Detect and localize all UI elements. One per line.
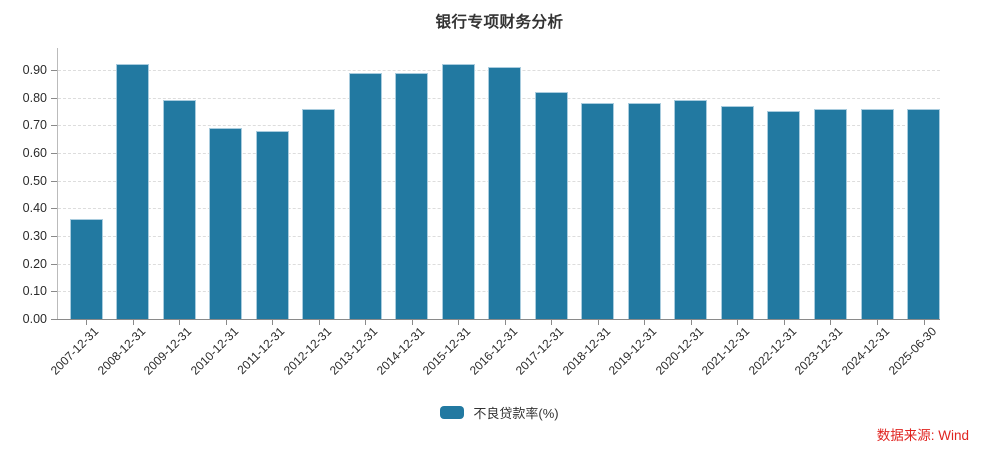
legend: 不良贷款率(%)	[0, 403, 999, 422]
y-axis-tick-label: 0.70	[22, 118, 47, 132]
x-axis-tick	[551, 320, 552, 325]
x-axis-tick	[412, 320, 413, 325]
x-axis-tick	[691, 320, 692, 325]
legend-swatch-icon	[440, 406, 465, 419]
x-axis-tick	[319, 320, 320, 325]
legend-label: 不良贷款率(%)	[473, 406, 559, 421]
y-axis-tick	[51, 291, 57, 292]
y-axis-tick-label: 0.20	[22, 257, 47, 271]
x-axis-tick	[924, 320, 925, 325]
x-axis-tick-label: 2009-12-31	[140, 324, 195, 378]
x-axis-tick	[226, 320, 227, 325]
y-axis-tick	[51, 125, 57, 126]
y-axis-tick-label: 0.90	[22, 63, 47, 77]
x-axis-tick-label: 2010-12-31	[187, 324, 242, 378]
bar-2017-12-31[interactable]	[535, 92, 568, 319]
bar-2014-12-31[interactable]	[395, 73, 428, 319]
x-axis-tick-label: 2012-12-31	[280, 324, 335, 378]
x-axis-tick	[598, 320, 599, 325]
y-axis-tick-label: 0.10	[22, 284, 47, 298]
x-axis-tick-label: 2020-12-31	[652, 324, 707, 378]
y-axis-tick	[51, 319, 57, 320]
bar-2011-12-31[interactable]	[256, 131, 289, 319]
y-axis-tick	[51, 264, 57, 265]
bar-2025-06-30[interactable]	[907, 109, 940, 319]
bar-2010-12-31[interactable]	[209, 128, 242, 319]
x-axis-tick	[830, 320, 831, 325]
chart-title: 银行专项财务分析	[435, 14, 564, 31]
bar-2023-12-31[interactable]	[814, 109, 847, 319]
x-axis-tick-label: 2019-12-31	[605, 324, 660, 378]
x-axis-tick-label: 2025-06-30	[885, 324, 940, 378]
y-axis-tick	[51, 98, 57, 99]
x-axis-tick-label: 2015-12-31	[419, 324, 474, 378]
x-axis-tick-label: 2018-12-31	[559, 324, 614, 378]
x-axis-tick	[133, 320, 134, 325]
x-axis-tick-label: 2022-12-31	[745, 324, 800, 378]
x-axis-tick	[272, 320, 273, 325]
x-axis-tick	[505, 320, 506, 325]
y-axis-tick-label: 0.00	[22, 312, 47, 326]
y-axis-tick	[51, 153, 57, 154]
y-axis-line	[57, 48, 58, 319]
y-axis-tick	[51, 70, 57, 71]
y-axis-tick-label: 0.50	[22, 174, 47, 188]
x-axis-tick-label: 2017-12-31	[512, 324, 567, 378]
bar-2009-12-31[interactable]	[163, 100, 196, 319]
y-axis-tick	[51, 181, 57, 182]
y-axis-tick-label: 0.80	[22, 91, 47, 105]
x-axis-tick-label: 2013-12-31	[326, 324, 381, 378]
y-axis-tick	[51, 236, 57, 237]
x-axis-tick	[877, 320, 878, 325]
x-axis-tick	[784, 320, 785, 325]
x-axis-tick	[644, 320, 645, 325]
x-axis-tick-label: 2016-12-31	[466, 324, 521, 378]
x-axis-tick-label: 2021-12-31	[698, 324, 753, 378]
x-axis-tick	[365, 320, 366, 325]
x-axis-tick	[737, 320, 738, 325]
y-axis-tick	[51, 208, 57, 209]
x-axis-tick-label: 2023-12-31	[791, 324, 846, 378]
x-axis-tick-label: 2024-12-31	[838, 324, 893, 378]
x-axis-tick-label: 2011-12-31	[234, 324, 288, 377]
x-axis-tick-label: 2007-12-31	[47, 324, 102, 378]
y-axis-tick-label: 0.60	[22, 146, 47, 160]
y-axis-tick-label: 0.40	[22, 201, 47, 215]
bar-2021-12-31[interactable]	[721, 106, 754, 319]
x-axis-tick	[86, 320, 87, 325]
y-axis-tick-label: 0.30	[22, 229, 47, 243]
bar-2018-12-31[interactable]	[581, 103, 614, 319]
bar-2022-12-31[interactable]	[767, 111, 800, 319]
bar-2007-12-31[interactable]	[70, 219, 103, 319]
bar-2015-12-31[interactable]	[442, 64, 475, 319]
bar-2016-12-31[interactable]	[488, 67, 521, 319]
legend-item-npl-ratio[interactable]: 不良贷款率(%)	[440, 403, 559, 422]
bar-2024-12-31[interactable]	[861, 109, 894, 319]
bar-2008-12-31[interactable]	[116, 64, 149, 319]
x-axis-tick	[179, 320, 180, 325]
x-axis-tick-label: 2008-12-31	[94, 324, 149, 378]
bar-2020-12-31[interactable]	[674, 100, 707, 319]
x-axis-line	[57, 319, 940, 320]
bar-2019-12-31[interactable]	[628, 103, 661, 319]
data-source-label: 数据来源: Wind	[876, 428, 969, 443]
bar-2012-12-31[interactable]	[302, 109, 335, 319]
x-axis-tick-label: 2014-12-31	[373, 324, 428, 378]
x-axis-tick	[458, 320, 459, 325]
bar-2013-12-31[interactable]	[349, 73, 382, 319]
